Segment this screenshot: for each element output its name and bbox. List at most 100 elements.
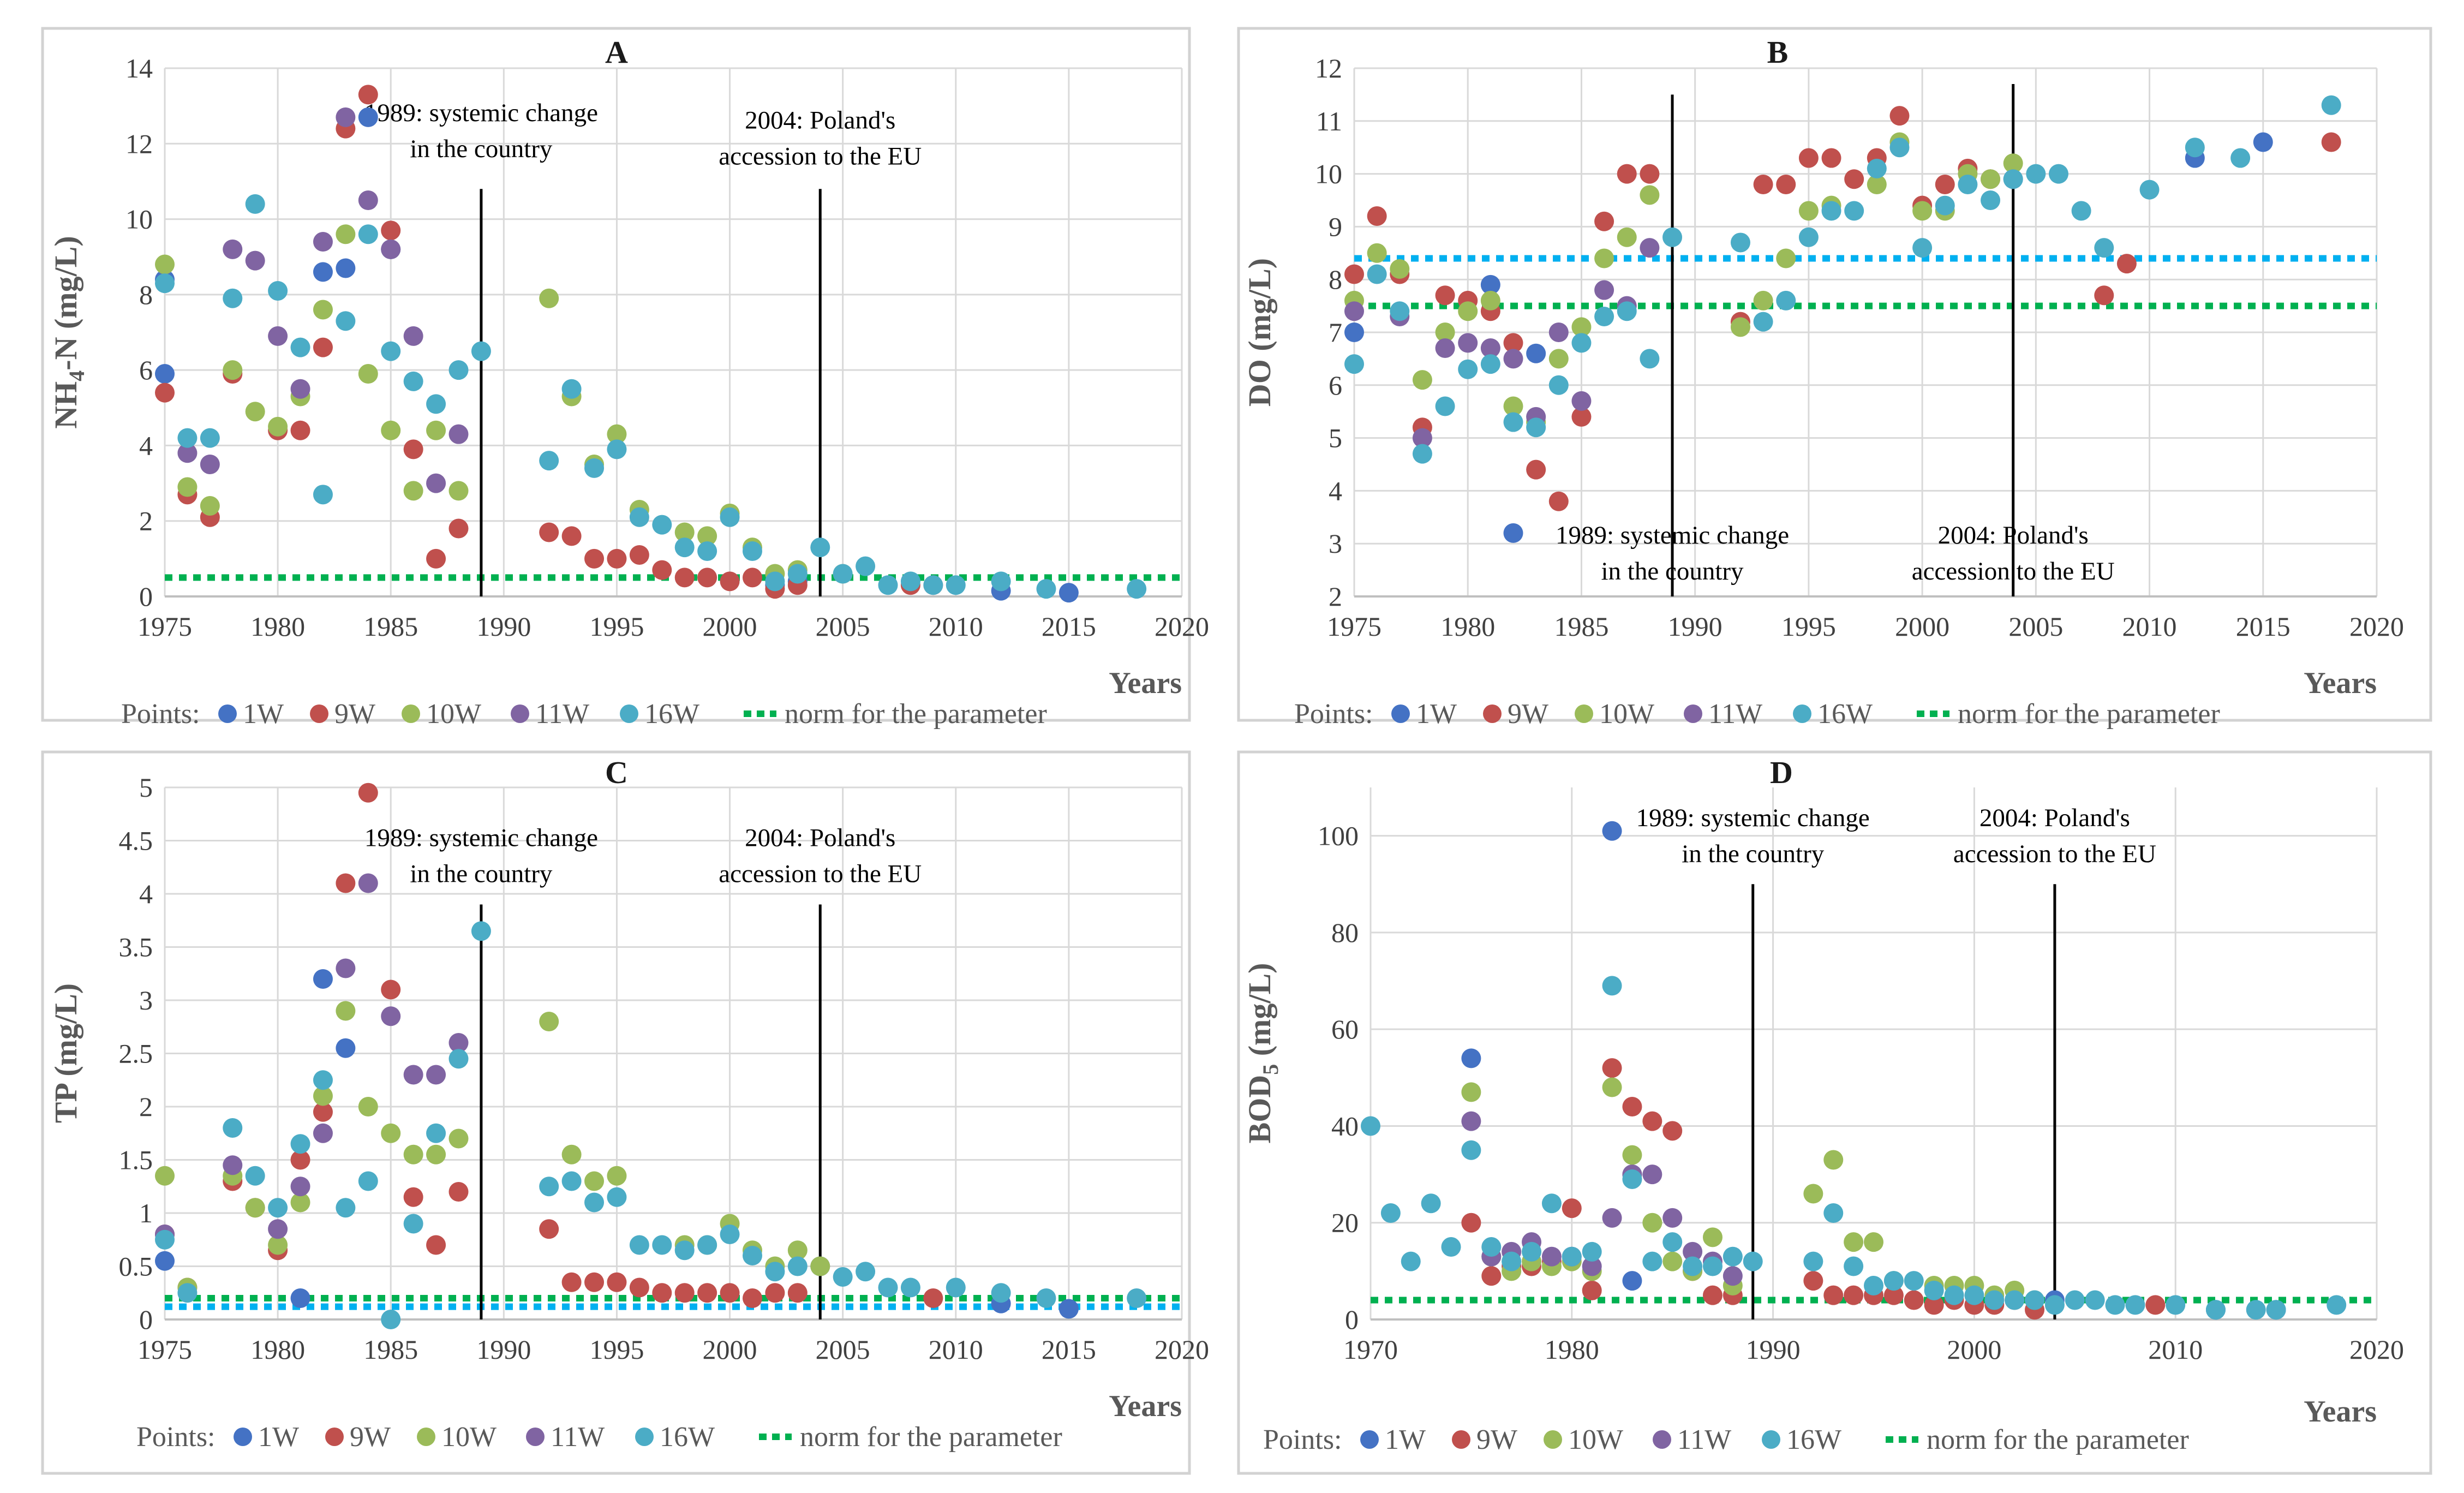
point-10W [697,526,717,546]
point-16W [1127,579,1147,599]
point-16W [2025,1290,2045,1310]
x-tick-label: 2000 [1895,611,1949,642]
point-16W [1798,227,1819,247]
x-tick-label: 2010 [2122,611,2177,642]
point-9W [742,568,762,588]
point-16W [223,288,243,308]
point-16W [2230,148,2251,168]
point-11W [268,326,288,346]
point-1W [1058,1299,1079,1319]
y-axis-label-rest: (mg/L) [1242,963,1277,1064]
point-10W [336,224,356,244]
point-11W [358,873,378,893]
point-16W [900,571,920,592]
point-11W [290,1177,310,1197]
point-10W [268,416,288,437]
x-tick-label: 2010 [2148,1334,2203,1365]
point-1W [358,107,378,127]
point-10W [290,1192,310,1213]
point-1W [2253,132,2273,152]
point-16W [607,1187,627,1207]
point-9W [584,548,605,569]
point-16W [2105,1295,2125,1315]
point-11W [1640,238,1660,258]
point-16W [833,564,853,584]
point-16W [1380,1203,1401,1223]
legend-label-1W: 1W [1385,1424,1426,1455]
y-tick-label: 5 [1329,423,1342,453]
point-10W [448,1128,469,1149]
point-16W [1944,1285,1964,1305]
legend-marker-1W [1360,1430,1379,1449]
point-16W [2139,180,2160,200]
point-9W [539,522,559,542]
event-annotation-1989: 1989: systemic change [364,99,598,127]
y-axis-label: NH4-N (mg/L) [48,236,89,428]
point-9W [607,1272,627,1292]
point-10W [1803,1184,1823,1204]
y-tick-label: 0 [139,1304,153,1335]
point-11W [200,455,220,474]
legend-prefix: Points: [121,698,200,730]
point-16W [856,556,876,576]
legend-label-10W: 10W [441,1422,497,1453]
point-11W [1571,391,1592,411]
point-10W [1461,1082,1481,1102]
point-9W [1702,1285,1723,1305]
point-10W [313,1086,333,1106]
point-10W [177,477,198,497]
point-9W [787,1283,808,1303]
point-9W [1526,459,1546,480]
chart-title: B [1767,34,1789,70]
x-tick-label: 1970 [1343,1334,1398,1365]
legend-marker-11W [526,1428,545,1446]
y-axis-label-main: BOD [1242,1075,1277,1144]
point-10W [245,402,265,422]
legend-marker-16W [1762,1430,1780,1449]
point-10W [1390,259,1410,279]
x-tick-label: 2005 [816,611,870,642]
point-1W [1461,1048,1481,1068]
legend-label-16W: 16W [1817,698,1873,730]
legend-label-norm: norm for the parameter [800,1422,1062,1453]
point-9W [1548,491,1569,511]
point-9W [1776,174,1796,194]
point-16W [765,1262,785,1282]
point-11W [1480,338,1500,359]
point-9W [1435,285,1455,306]
point-16W [358,224,378,244]
point-11W [426,473,446,493]
point-16W [2065,1290,2085,1310]
point-9W [1582,1280,1602,1300]
legend-prefix: Points: [1263,1424,1342,1455]
point-16W [200,428,220,448]
point-11W [1344,301,1364,321]
event-annotation-2004: 2004: Poland's [745,823,895,852]
y-tick-label: 7 [1329,317,1342,348]
event-annotation-1989: in the country [1601,557,1744,586]
x-axis-label: Years [1109,666,1182,700]
point-16W [1889,138,1910,158]
point-16W [1617,301,1637,321]
point-11W [1723,1266,1743,1286]
point-9W [652,560,672,580]
point-16W [1401,1251,1421,1271]
point-16W [1844,1256,1864,1276]
point-9W [403,1187,423,1207]
event-annotation-2004: accession to the EU [719,142,922,171]
point-16W [1912,238,1933,258]
point-9W [1753,174,1773,194]
point-1W [1503,523,1523,543]
point-16W [607,439,627,459]
point-16W [1594,306,1614,326]
point-16W [290,1134,310,1154]
point-10W [1367,243,1387,263]
point-16W [2327,1295,2347,1315]
point-16W [1435,396,1455,416]
point-16W [2185,138,2205,158]
point-16W [1480,354,1500,374]
point-9W [2145,1295,2166,1315]
chart-panel-A: 1975 1980 1985 1990 1995 2000 2005 2010 2015 2020… [41,27,1209,730]
point-16W [810,538,830,558]
x-tick-label: 2005 [2008,611,2063,642]
